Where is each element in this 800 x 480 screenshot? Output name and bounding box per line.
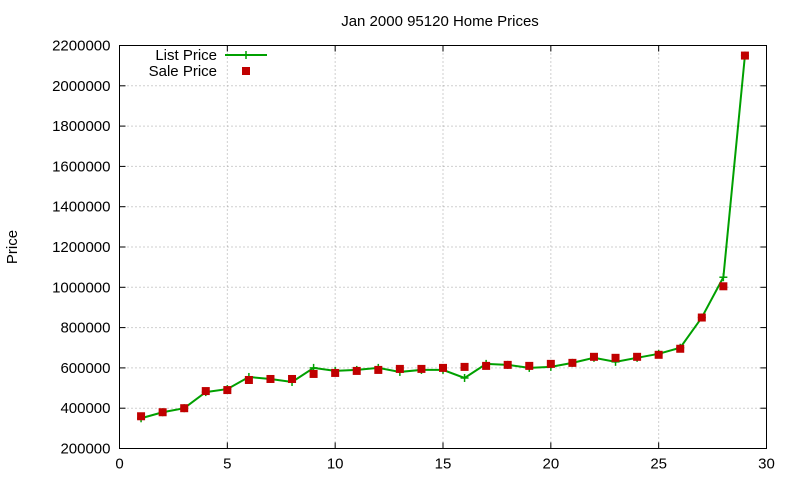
sale-price-point [676, 344, 685, 353]
chart-title: Jan 2000 95120 Home Prices [341, 13, 539, 30]
sale-price-point [439, 363, 447, 372]
y-tick-label: 1200000 [52, 239, 110, 256]
list-price-point [460, 373, 469, 382]
sale-price-point [201, 387, 210, 396]
x-tick-label: 25 [650, 456, 667, 473]
sale-price-point [697, 313, 706, 322]
y-tick-label: 2000000 [52, 78, 110, 95]
y-tick-label: 1600000 [52, 158, 110, 175]
sale-price-point [352, 366, 361, 375]
y-tick-label: 1000000 [52, 279, 110, 296]
series [137, 51, 749, 423]
grid [119, 45, 767, 449]
y-tick-label: 800000 [60, 320, 110, 337]
sale-price-point [244, 375, 253, 384]
legend-label: Sale Price [149, 63, 217, 80]
x-tick-label: 10 [327, 456, 344, 473]
y-tick-label: 1400000 [52, 199, 110, 216]
list-price-point [719, 273, 728, 282]
sale-price-point [395, 364, 404, 373]
sale-price-point [611, 353, 620, 362]
sale-price-point [309, 369, 318, 378]
sale-price-point [137, 412, 146, 421]
y-tick-label: 400000 [60, 400, 110, 417]
y-axis-label: Price [4, 230, 21, 264]
sale-price-point [417, 364, 426, 373]
sale-price-point [331, 368, 340, 377]
sale-price-point [525, 361, 534, 370]
sale-price-point [266, 374, 275, 383]
y-tick-label: 600000 [60, 360, 110, 377]
sale-price-point [223, 386, 232, 395]
y-tick-label: 2200000 [52, 38, 110, 55]
sale-price-point [180, 404, 189, 413]
sale-price-point [158, 408, 167, 417]
sale-price-point [503, 360, 512, 369]
x-tick-label: 30 [758, 456, 775, 473]
x-tick-label: 20 [542, 456, 559, 473]
y-tick-label: 200000 [60, 441, 110, 458]
x-tick-label: 0 [115, 456, 123, 473]
legend-label: List Price [155, 47, 217, 64]
sale-price-point [589, 352, 598, 361]
sale-price-point [482, 361, 491, 370]
x-tick-label: 15 [435, 456, 452, 473]
axis-ticks: 200000 400000 600000 800000 1000000 1200000 14… [52, 38, 775, 473]
plot-frame [119, 45, 767, 449]
legend-swatch-marker [242, 51, 250, 59]
sale-price-point [719, 282, 728, 291]
sale-price-point [633, 352, 642, 361]
y-tick-label: 1800000 [52, 118, 110, 135]
legend-swatch-marker [242, 67, 250, 75]
x-tick-label: 5 [223, 456, 231, 473]
sale-price-point [568, 358, 577, 367]
sale-price-point [288, 374, 297, 383]
sale-price-point [654, 350, 663, 359]
sale-price-point [546, 359, 555, 368]
sale-price-point [374, 365, 383, 374]
sale-price-point [740, 51, 749, 60]
sale-price-point [460, 362, 469, 371]
